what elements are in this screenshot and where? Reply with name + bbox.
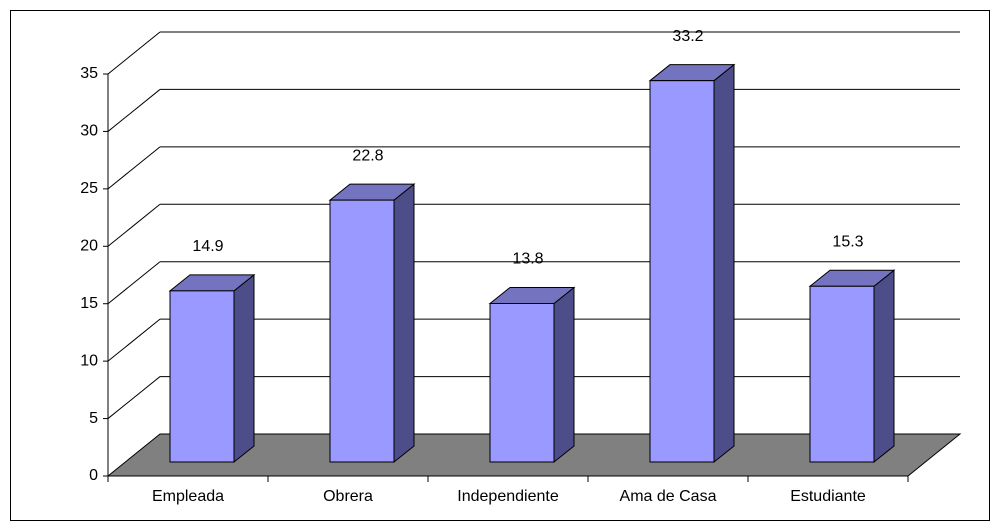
data-label: 15.3 <box>832 233 863 250</box>
bar-side <box>713 63 735 464</box>
y-tick-label: 20 <box>80 238 98 255</box>
grid-line <box>107 261 161 305</box>
x-tick-label: Empleada <box>152 488 224 505</box>
bar <box>489 302 555 463</box>
x-tick-label: Independiente <box>457 488 559 505</box>
data-label: 14.9 <box>192 238 223 255</box>
bar-side <box>393 183 415 464</box>
grid-line <box>107 89 161 132</box>
grid-line <box>107 376 161 419</box>
y-tick-label: 35 <box>80 65 98 82</box>
y-tick-label: 10 <box>80 352 98 369</box>
bar-side <box>873 269 895 464</box>
data-label: 22.8 <box>352 147 383 164</box>
x-tick-label: Estudiante <box>790 488 866 505</box>
bar <box>809 285 875 463</box>
data-label: 33.2 <box>672 28 703 45</box>
y-tick-label: 15 <box>80 295 98 312</box>
x-tick-label: Ama de Casa <box>620 488 717 505</box>
y-tick-label: 5 <box>89 410 98 427</box>
bar <box>169 290 235 463</box>
bar-side <box>553 286 575 464</box>
grid-line <box>107 203 161 247</box>
bar <box>329 199 395 463</box>
grid-line <box>107 146 161 190</box>
bar <box>649 80 715 463</box>
y-tick-label: 25 <box>80 180 98 197</box>
y-tick-label: 0 <box>89 467 98 484</box>
bar-side <box>233 273 255 464</box>
data-label: 13.8 <box>512 251 543 268</box>
y-tick-label: 30 <box>80 123 98 140</box>
grid-line <box>107 31 161 75</box>
grid-line <box>107 318 161 362</box>
x-tick-label: Obrera <box>323 488 373 505</box>
